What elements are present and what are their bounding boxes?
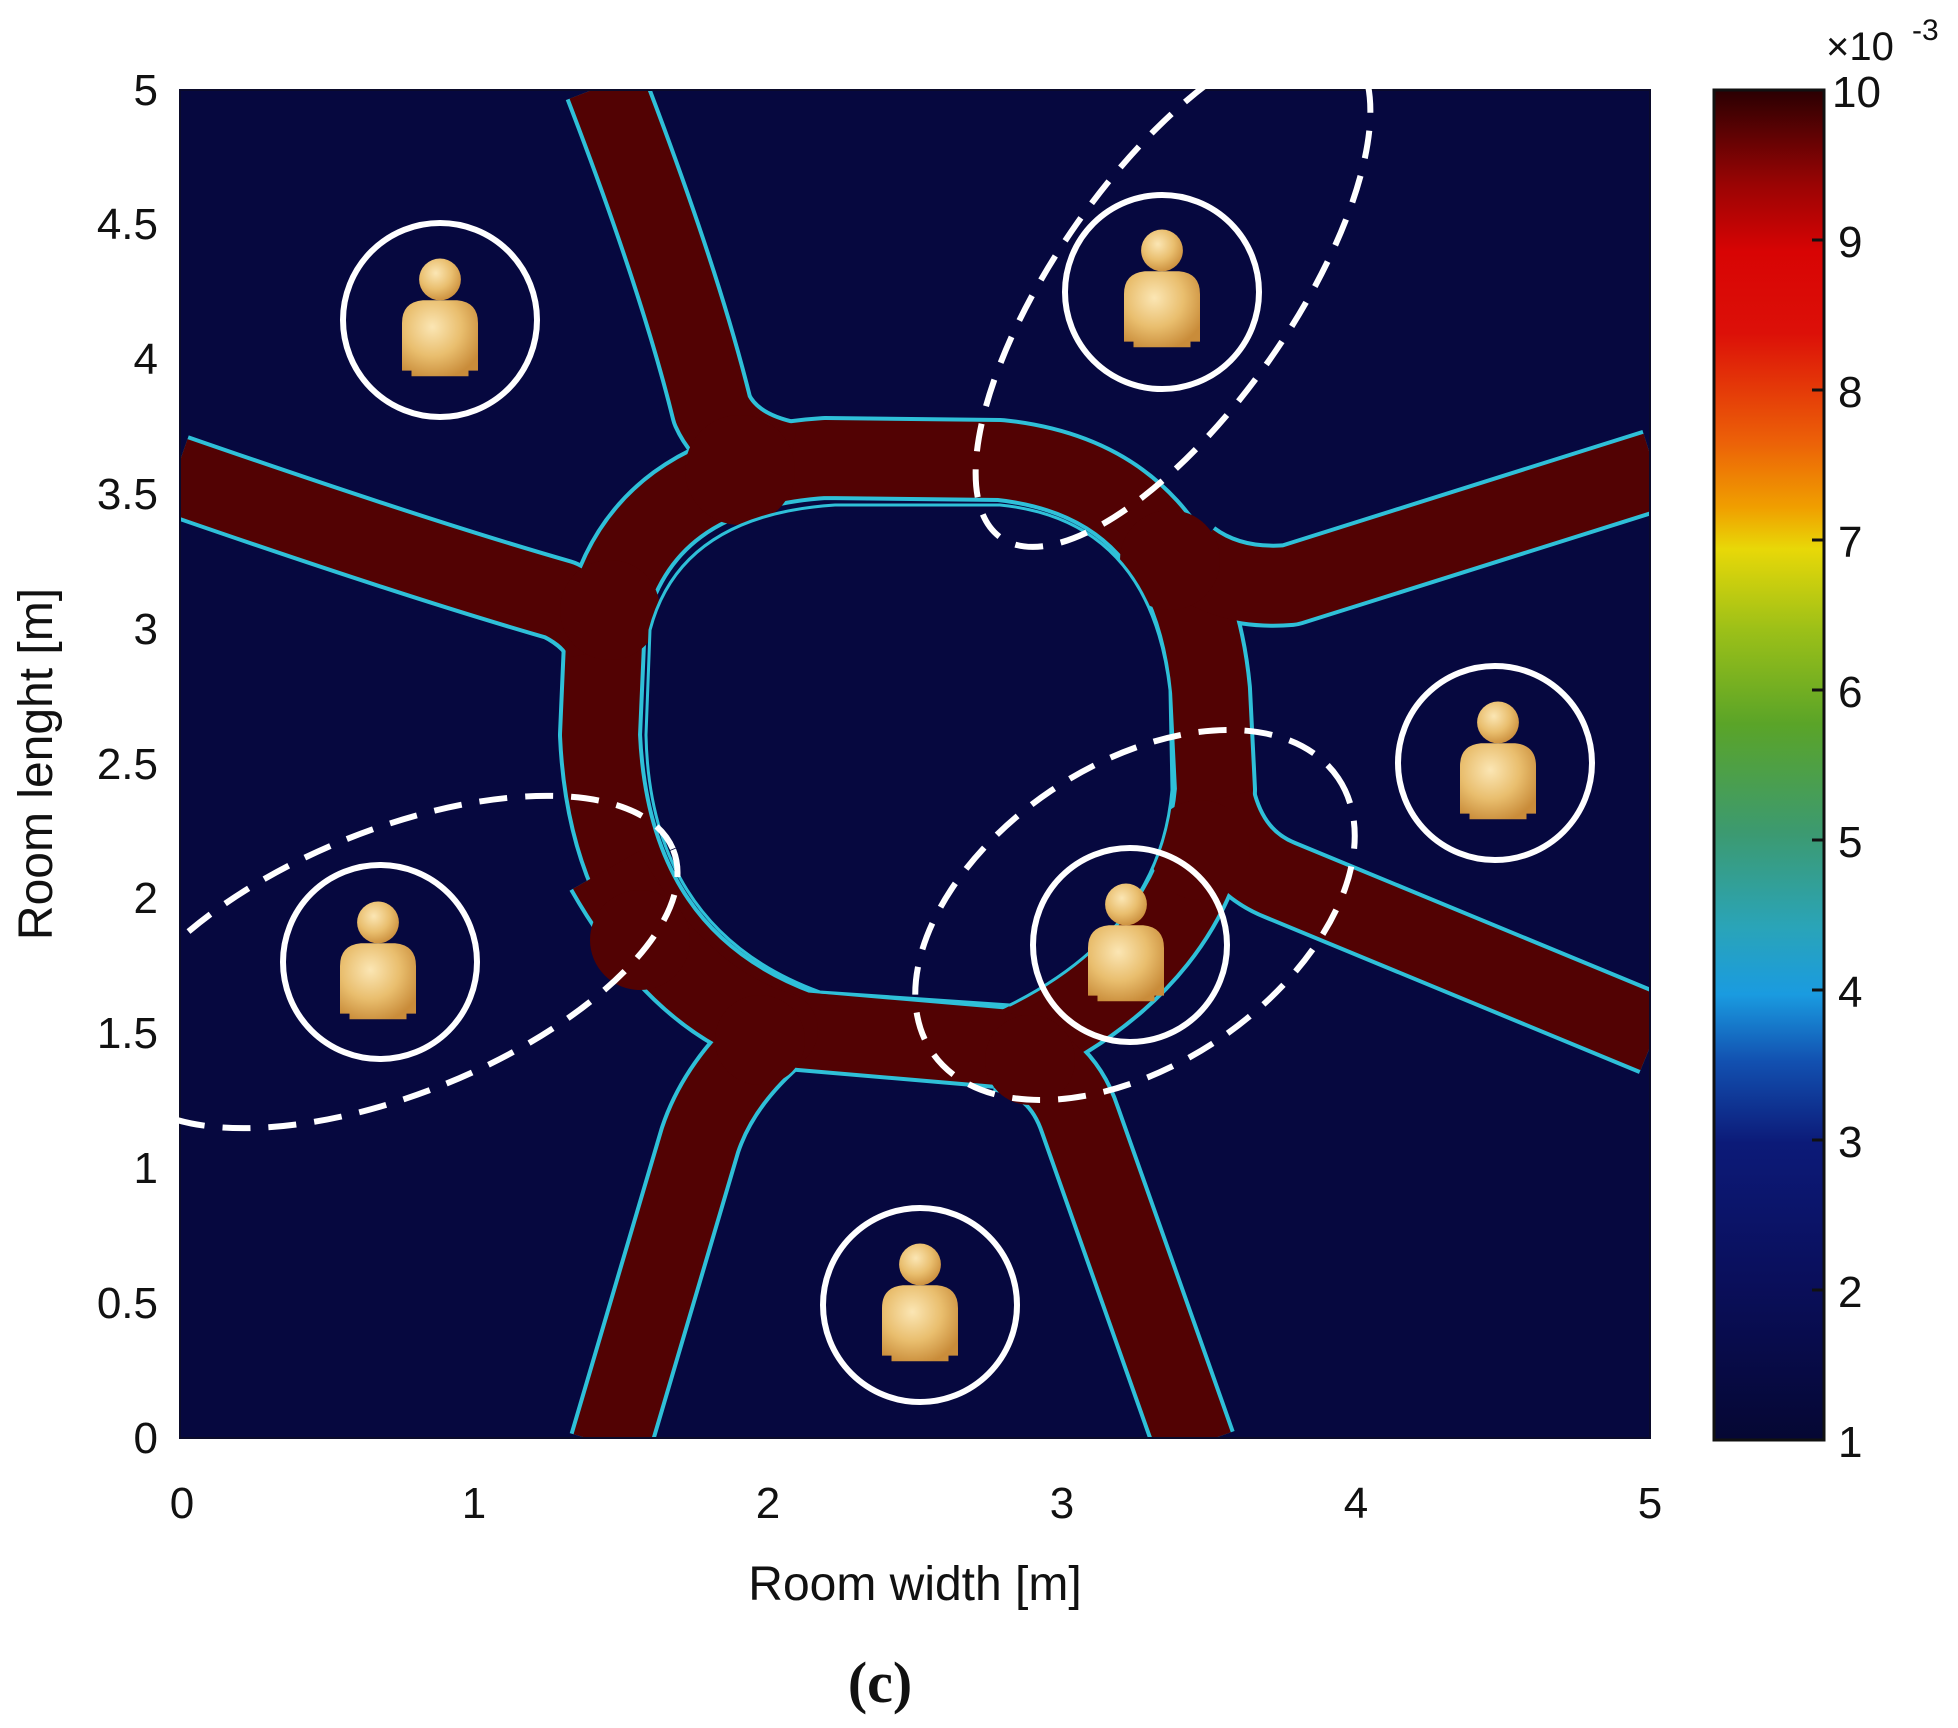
y-tick: 2 xyxy=(134,874,158,923)
colorbar-tick: 8 xyxy=(1838,368,1862,417)
colorbar-tick: 3 xyxy=(1838,1118,1862,1167)
user-3 xyxy=(1395,663,1595,863)
colorbar-tick: 6 xyxy=(1838,668,1862,717)
central-low-region xyxy=(644,503,1174,1007)
x-tick: 0 xyxy=(170,1479,194,1528)
y-tick: 4 xyxy=(134,335,158,384)
user-5 xyxy=(1030,845,1230,1045)
colorbar-multiplier: ×10 xyxy=(1826,25,1894,69)
y-tick: 0.5 xyxy=(97,1279,158,1328)
user-2 xyxy=(1062,192,1262,392)
colorbar-tick: 1 xyxy=(1838,1418,1862,1467)
x-tick: 4 xyxy=(1344,1479,1368,1528)
dashed-ellipse-left xyxy=(109,792,681,1132)
x-axis-label: Room width [m] xyxy=(748,1558,1081,1611)
plot-frame xyxy=(179,89,1651,1439)
plot-area xyxy=(180,90,1650,1438)
y-tick: 5 xyxy=(134,66,158,115)
y-tick: 2.5 xyxy=(97,740,158,789)
colorbar-tick: 5 xyxy=(1838,818,1862,867)
panel-label: (c) xyxy=(848,1650,912,1715)
y-axis: 0 0.5 1 1.5 2 2.5 3 3.5 4 4.5 5 xyxy=(97,66,158,1463)
x-axis: 0 1 2 3 4 5 xyxy=(170,1479,1662,1528)
user-6 xyxy=(820,1205,1020,1405)
colorbar-exponent: -3 xyxy=(1912,14,1939,47)
y-tick: 0 xyxy=(134,1414,158,1463)
high-value-bands xyxy=(180,90,1650,1438)
users xyxy=(280,192,1595,1405)
y-tick: 1 xyxy=(134,1144,158,1193)
user-4 xyxy=(280,862,480,1062)
user-1 xyxy=(340,220,540,420)
x-tick: 2 xyxy=(756,1479,780,1528)
y-tick: 1.5 xyxy=(97,1009,158,1058)
x-tick: 1 xyxy=(462,1479,486,1528)
colorbar-tick: 9 xyxy=(1838,218,1862,267)
x-tick: 5 xyxy=(1638,1479,1662,1528)
y-tick: 3 xyxy=(134,605,158,654)
colorbar-tick: 10 xyxy=(1832,68,1881,117)
y-tick: 4.5 xyxy=(97,200,158,249)
colorbar-tick: 4 xyxy=(1838,968,1862,1017)
colorbar: 1 2 3 4 5 6 7 8 9 10 ×10 -3 xyxy=(1712,14,1939,1467)
colorbar-tick: 7 xyxy=(1838,518,1862,567)
dashed-ellipse-center-right xyxy=(912,726,1358,1104)
y-axis-label: Room lenght [m] xyxy=(10,588,63,940)
y-tick: 3.5 xyxy=(97,470,158,519)
x-tick: 3 xyxy=(1050,1479,1074,1528)
colorbar-tick: 2 xyxy=(1838,1268,1862,1317)
